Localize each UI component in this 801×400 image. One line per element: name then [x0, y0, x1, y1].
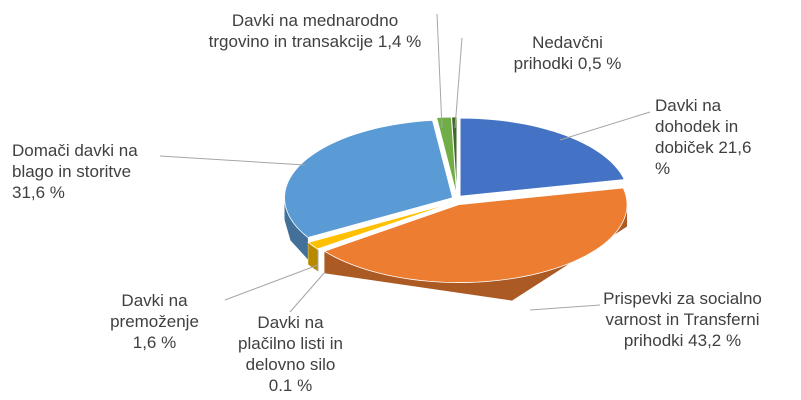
value-label: 31,6 %	[12, 183, 65, 202]
data-label: Davki na dohodek in dobiček 21,6 %	[655, 95, 770, 179]
category-label: Domači davki na blago in storitve	[12, 141, 138, 181]
leader-line	[529, 304, 601, 311]
category-label: Davki na premoženje	[110, 291, 199, 331]
data-label: Nedavčni prihodki 0,5 %	[510, 32, 625, 74]
slice	[307, 202, 453, 250]
slice-side	[317, 249, 319, 272]
slice	[284, 119, 454, 238]
category-label: Davki na dohodek in dobiček	[655, 96, 739, 157]
category-label: Nedavčni prihodki	[513, 33, 603, 73]
leader-line	[224, 264, 319, 301]
data-label: Prispevki za socialno varnost in Transfe…	[600, 288, 765, 351]
value-label: 0,5 %	[577, 54, 622, 73]
value-label: 21,6 %	[655, 138, 752, 178]
leader-line	[159, 155, 306, 166]
slice-side	[284, 197, 308, 260]
value-label: 1,6 %	[132, 333, 177, 352]
category-label: Prispevki za socialno varnost in Transfe…	[603, 289, 762, 350]
value-label: 0.1 %	[268, 376, 313, 395]
data-label: Davki na mednarodno trgovino in transakc…	[205, 10, 425, 52]
slice-side	[308, 242, 318, 271]
data-label: Davki na plačilno listi in delovno silo …	[238, 312, 343, 396]
value-label: 43,2 %	[688, 331, 742, 350]
data-label: Davki na premoženje 1,6 %	[102, 290, 207, 353]
data-label: Domači davki na blago in storitve 31,6 %	[12, 140, 167, 203]
leader-line	[454, 37, 463, 129]
category-label: Davki na mednarodno trgovino in transakc…	[208, 11, 399, 51]
leader-line	[289, 271, 326, 313]
slice	[459, 117, 625, 197]
category-label: Davki na plačilno listi in delovno silo	[238, 313, 343, 374]
value-label: 1,4 %	[377, 32, 422, 51]
leader-line	[436, 13, 443, 129]
slice	[323, 187, 628, 283]
slice	[451, 116, 458, 196]
leader-line	[559, 111, 651, 141]
